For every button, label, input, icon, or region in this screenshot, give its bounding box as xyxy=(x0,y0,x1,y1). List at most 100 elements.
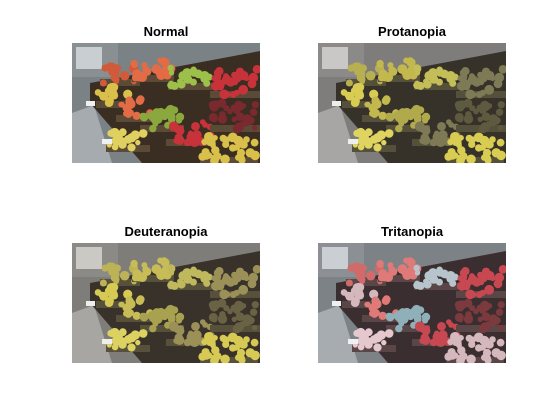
fruit xyxy=(250,338,259,347)
fruit xyxy=(457,100,467,110)
fruit xyxy=(165,104,176,115)
fruit xyxy=(202,322,209,328)
fruit xyxy=(149,324,157,333)
fruit xyxy=(365,70,376,81)
fruit xyxy=(470,291,477,298)
fruit xyxy=(131,262,138,269)
fruit xyxy=(155,307,166,318)
fruit xyxy=(364,328,373,337)
price-label xyxy=(332,101,341,106)
crate xyxy=(414,83,458,90)
fruit xyxy=(498,125,504,131)
fruit xyxy=(99,79,107,87)
crate xyxy=(96,101,134,108)
fruit xyxy=(354,89,364,100)
fruit xyxy=(217,114,228,124)
price-label xyxy=(102,139,112,144)
fruit xyxy=(437,322,446,331)
fruit xyxy=(243,336,250,343)
fruit xyxy=(155,107,166,118)
fruit xyxy=(247,79,257,89)
fruit xyxy=(437,122,446,131)
fruit xyxy=(369,110,376,117)
fruit xyxy=(231,316,237,322)
fruit xyxy=(413,115,422,124)
fruit xyxy=(123,310,130,317)
fruit xyxy=(206,338,214,346)
fruit xyxy=(448,322,454,328)
fruit xyxy=(125,296,133,304)
shop-doorway xyxy=(76,247,102,269)
fruit xyxy=(238,84,249,95)
fruit xyxy=(167,64,174,72)
fruit xyxy=(224,291,231,298)
fruit xyxy=(211,81,221,91)
fruit xyxy=(211,100,221,110)
fruit xyxy=(478,344,485,351)
fruit xyxy=(112,275,120,283)
fruit xyxy=(138,129,148,138)
fruit xyxy=(223,305,230,312)
fruit xyxy=(160,257,168,265)
fruit xyxy=(478,279,485,286)
fruit xyxy=(481,354,488,361)
fruit xyxy=(167,81,175,90)
fruit xyxy=(457,75,464,82)
crate xyxy=(342,101,380,108)
fruit xyxy=(186,134,195,142)
fruit xyxy=(479,135,490,146)
fruit xyxy=(195,71,203,79)
fruit xyxy=(347,264,355,272)
fruit xyxy=(252,125,258,131)
fruit xyxy=(486,303,493,309)
fruit xyxy=(371,96,379,104)
fruit xyxy=(151,317,157,324)
fruit xyxy=(388,66,396,74)
crate xyxy=(346,79,386,86)
fruit xyxy=(364,140,373,149)
fruit xyxy=(177,125,184,132)
fruit xyxy=(233,289,240,296)
fruit xyxy=(135,76,142,82)
fruit xyxy=(234,273,241,280)
fruit xyxy=(118,340,127,349)
fruit xyxy=(127,143,136,152)
fruit xyxy=(488,114,499,124)
fruit xyxy=(466,354,476,363)
fruit xyxy=(435,78,443,86)
fruit xyxy=(414,70,421,76)
fruit xyxy=(131,62,138,69)
price-label xyxy=(86,101,95,106)
fruit xyxy=(168,270,175,276)
fruit xyxy=(381,339,387,346)
fruit xyxy=(132,111,141,120)
fruit xyxy=(211,300,221,310)
fruit xyxy=(195,271,203,279)
fruit xyxy=(249,108,258,116)
fruit xyxy=(250,350,260,361)
fruit xyxy=(479,335,490,346)
fruit xyxy=(99,292,108,301)
fruit xyxy=(489,336,496,343)
fruit xyxy=(369,89,379,99)
fruit xyxy=(480,273,487,280)
fruit xyxy=(191,122,200,131)
fruit xyxy=(111,143,119,151)
image-deuteranopia-simulation xyxy=(72,243,260,363)
fruit xyxy=(484,84,495,95)
fruit xyxy=(240,103,247,109)
panel-normal: Normal xyxy=(72,23,260,163)
fruit xyxy=(119,301,125,308)
fruit xyxy=(154,267,164,277)
fruit xyxy=(416,323,426,332)
fruit xyxy=(498,265,506,274)
fruit xyxy=(101,64,109,72)
image-normal-vision xyxy=(72,43,260,163)
crate xyxy=(168,283,212,290)
fruit xyxy=(470,91,477,98)
fruit xyxy=(373,343,382,352)
fruit xyxy=(138,329,148,338)
fruit xyxy=(215,267,224,276)
fruit xyxy=(234,322,244,332)
